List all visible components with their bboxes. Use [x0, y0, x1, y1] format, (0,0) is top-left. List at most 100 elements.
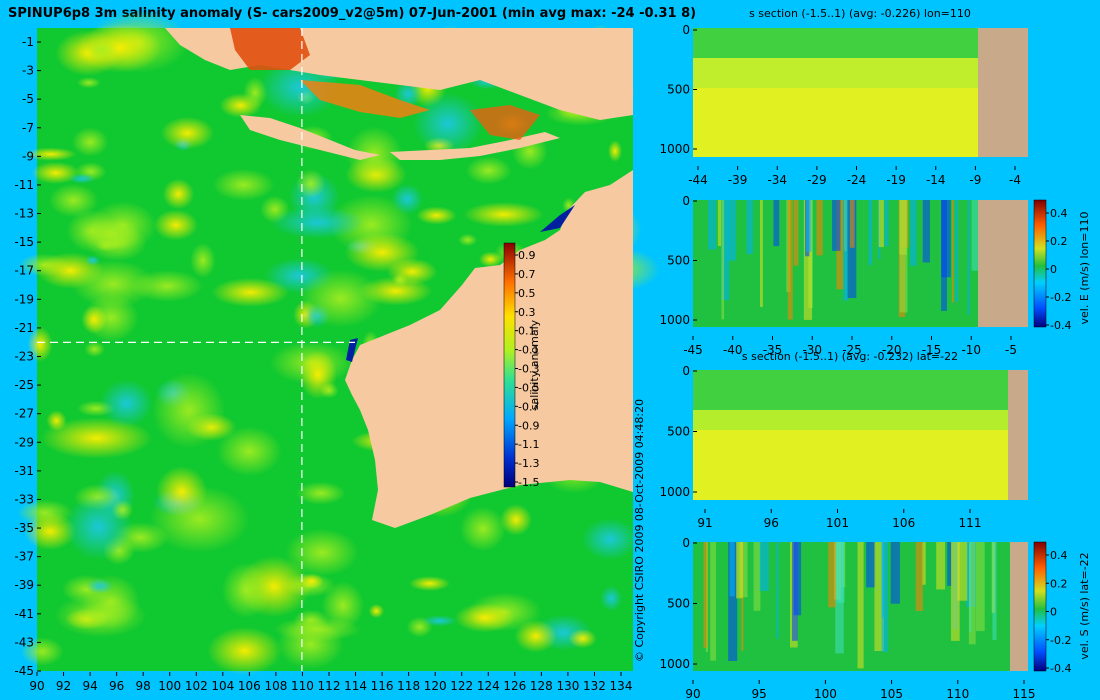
x-tick-label: 95 [752, 687, 767, 700]
y-tick-label: -37 [14, 550, 34, 564]
texture-patch [321, 581, 365, 630]
x-tick-label: 100 [158, 679, 181, 693]
stripe [816, 200, 823, 256]
x-tick-label: 96 [109, 679, 124, 693]
y-tick-label: -5 [22, 92, 34, 106]
x-tick-label: -34 [767, 173, 787, 187]
colorbar-tick-label: 0.9 [518, 249, 536, 262]
colorbar-tick-label: 0.2 [1050, 235, 1068, 248]
x-tick-label: -14 [926, 173, 946, 187]
stripe [874, 542, 884, 652]
colorbar-tick-label: 0 [1050, 263, 1057, 276]
y-tick-label: -7 [22, 121, 34, 135]
colorbar-tick-label: 0 [1050, 606, 1057, 619]
stripe [881, 542, 889, 652]
texture-patch [20, 637, 64, 666]
stripe [957, 542, 968, 601]
texture-patch [406, 616, 433, 638]
upper-layer [693, 410, 1008, 430]
y-tick-label: 0 [682, 536, 690, 550]
x-tick-label: 96 [764, 516, 779, 530]
y-tick-label: -27 [14, 407, 34, 421]
vel-s-colorbar-ticks: 0.4 0.2 0 -0.2 -0.4 [1046, 549, 1071, 675]
texture-patch [27, 327, 53, 362]
x-tick-label: -19 [886, 173, 906, 187]
figure-title: SPINUP6p8 3m salinity anomaly (S- cars20… [8, 6, 696, 21]
vel-s-y-ticks: 0 500 1000 [659, 536, 697, 671]
s-section-lon110-title: s section (-1.5..1) (avg: -0.226) lon=11… [749, 7, 971, 20]
stripe [955, 200, 959, 302]
y-tick-label: -29 [14, 435, 34, 449]
y-tick-label: -3 [22, 64, 34, 78]
stripe [975, 542, 985, 632]
vel-s-colorbar-label: vel. S (m/s) lat=-22 [1078, 552, 1091, 659]
y-tick-label: -45 [14, 664, 34, 678]
stripe [849, 200, 855, 248]
texture-patch [152, 372, 226, 449]
y-tick-label: 500 [667, 254, 690, 268]
x-tick-label: -44 [688, 173, 708, 187]
texture-patch [416, 206, 457, 225]
texture-patch [391, 183, 424, 215]
x-tick-label: 118 [397, 679, 420, 693]
stripe [759, 542, 769, 591]
stripe [835, 542, 844, 654]
texture-patch [160, 116, 215, 150]
stripe [805, 200, 812, 252]
stripe [832, 200, 841, 251]
texture-patch [54, 594, 147, 638]
x-tick-label: 126 [503, 679, 526, 693]
vel-s-colorbar [1033, 541, 1047, 672]
colorbar-tick-label: -0.7 [518, 400, 539, 413]
stripe [746, 200, 754, 254]
texture-patch [190, 242, 216, 279]
colorbar-tick-label: 0.4 [1050, 549, 1068, 562]
texture-patch [153, 209, 199, 241]
vel-e-x-ticks: -45 -40 -35 -30 -25 -20 -15 -10 -5 [683, 336, 1017, 357]
y-tick-label: -21 [14, 321, 34, 335]
y-tick-label: -39 [14, 578, 34, 592]
vel-e-section-lon110-panel: 0.4 0.2 0 -0.2 -0.4 vel. E (m/s) lon=110 -45… [659, 194, 1091, 357]
vel-e-colorbar-ticks: 0.4 0.2 0 -0.2 -0.4 [1046, 207, 1071, 332]
texture-patch [68, 173, 96, 184]
texture-patch [581, 518, 639, 560]
stripe [967, 200, 970, 316]
x-tick-label: 111 [959, 516, 982, 530]
texture-patch [212, 168, 275, 201]
salinity-high-east [470, 105, 540, 140]
stripe [915, 542, 923, 612]
x-tick-label: 114 [344, 679, 367, 693]
texture-patch [211, 277, 290, 307]
s-section-lat22-title: s section (-1.5..1) (avg: -0.232) lat=-2… [742, 350, 958, 363]
stripe [773, 200, 780, 247]
stripe [868, 200, 873, 265]
colorbar-tick-label: -0.4 [1050, 662, 1071, 675]
colorbar-tick-label: -0.5 [518, 381, 539, 394]
stripe [793, 542, 802, 616]
x-tick-label: 91 [697, 516, 712, 530]
texture-patch [454, 603, 515, 633]
colorbar-tick-label: -0.2 [1050, 291, 1071, 304]
stripe [951, 200, 954, 303]
texture-patch [81, 305, 107, 334]
y-tick-label: 500 [667, 425, 690, 439]
texture-patch [221, 562, 272, 619]
y-tick-label: 500 [667, 83, 690, 97]
vel-e-colorbar [1033, 199, 1047, 328]
y-tick-label: 0 [682, 364, 690, 378]
colorbar-tick-label: -1.5 [518, 476, 539, 489]
colorbar-tick-label: -0.2 [1050, 634, 1071, 647]
texture-patch [111, 499, 134, 521]
colorbar-tick-label: 0.2 [1050, 577, 1068, 590]
x-tick-label: 116 [371, 679, 394, 693]
y-tick-label: 1000 [659, 657, 690, 671]
x-tick-label: 115 [1013, 687, 1036, 700]
x-tick-label: 94 [82, 679, 97, 693]
y-tick-label: -1 [22, 35, 34, 49]
y-tick-label: -9 [22, 149, 34, 163]
texture-patch [514, 619, 558, 653]
texture-patch [607, 140, 623, 163]
s-section-lat22-y-ticks: 0 500 1000 [659, 364, 697, 499]
y-tick-label: -35 [14, 521, 34, 535]
x-tick-label: 92 [56, 679, 71, 693]
